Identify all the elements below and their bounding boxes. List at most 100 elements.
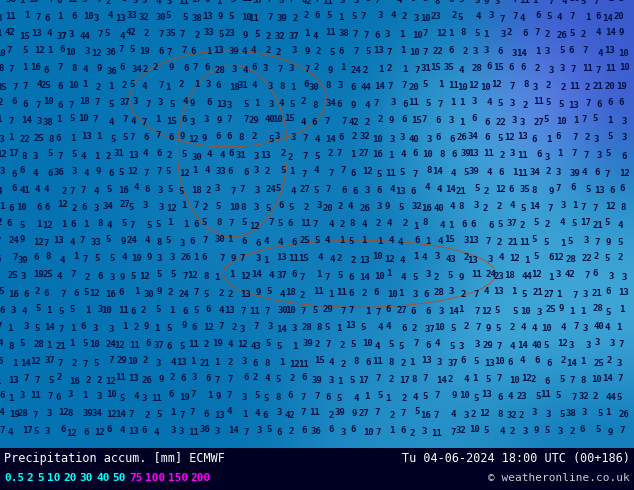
Text: 14: 14: [373, 82, 384, 91]
Text: 12: 12: [236, 340, 247, 349]
Text: 2: 2: [166, 151, 172, 160]
Text: 1: 1: [573, 116, 578, 125]
Text: 5: 5: [169, 100, 174, 109]
Text: 2: 2: [204, 340, 209, 349]
Text: 6: 6: [203, 410, 208, 419]
Text: 5: 5: [543, 115, 548, 123]
Text: 5: 5: [425, 99, 430, 108]
Text: 1: 1: [388, 151, 393, 160]
Text: 12: 12: [203, 323, 214, 332]
Text: 6: 6: [0, 392, 4, 400]
Text: 4: 4: [487, 168, 492, 177]
Text: 7: 7: [534, 28, 540, 37]
Text: 2: 2: [531, 375, 536, 384]
Text: 7: 7: [227, 374, 233, 384]
Text: 2: 2: [86, 376, 91, 385]
Text: 5: 5: [131, 272, 136, 281]
Text: 42: 42: [565, 270, 576, 279]
Text: 1: 1: [183, 220, 188, 229]
Text: 1: 1: [280, 358, 285, 367]
Text: 12: 12: [42, 221, 53, 230]
Text: 2: 2: [609, 0, 614, 3]
Text: 4: 4: [557, 13, 562, 22]
Text: 13: 13: [481, 391, 491, 399]
Text: 10: 10: [412, 30, 423, 40]
Text: 5: 5: [22, 47, 27, 55]
Text: 39: 39: [334, 408, 345, 417]
Text: 2: 2: [387, 64, 392, 74]
Text: 5: 5: [607, 132, 613, 141]
Text: 7: 7: [619, 340, 624, 349]
Text: 14: 14: [115, 410, 126, 419]
Text: 7: 7: [202, 236, 207, 245]
Text: 1: 1: [459, 118, 464, 127]
Text: 6: 6: [183, 307, 188, 316]
Text: 4: 4: [280, 291, 285, 299]
Text: 6: 6: [460, 356, 466, 366]
Text: 12: 12: [619, 169, 630, 178]
Text: 13: 13: [240, 290, 250, 299]
Text: 25: 25: [41, 81, 51, 90]
Text: 7: 7: [593, 0, 598, 5]
Text: 5: 5: [266, 339, 271, 348]
Text: 15: 15: [493, 63, 504, 73]
Text: 2: 2: [121, 80, 127, 90]
Text: 6: 6: [351, 83, 356, 92]
Text: 1: 1: [167, 219, 173, 227]
Text: 7: 7: [80, 186, 85, 195]
Text: 3: 3: [545, 410, 550, 419]
Text: 1: 1: [389, 426, 394, 435]
Text: 2: 2: [292, 14, 298, 23]
Text: 1: 1: [557, 149, 562, 158]
Text: 11: 11: [179, 0, 189, 6]
Text: 26: 26: [456, 133, 467, 142]
Text: 11: 11: [471, 270, 481, 279]
Text: 5: 5: [495, 306, 500, 315]
Text: 5: 5: [474, 357, 479, 366]
Text: 37: 37: [56, 32, 67, 41]
Text: 34: 34: [92, 409, 103, 418]
Text: 3: 3: [158, 203, 164, 212]
Text: 23: 23: [224, 29, 235, 38]
Text: 5: 5: [365, 47, 371, 56]
Text: 6: 6: [11, 184, 16, 194]
Text: 3: 3: [475, 340, 480, 349]
Text: 3: 3: [413, 14, 419, 23]
Text: 3: 3: [158, 98, 163, 106]
Text: 1: 1: [399, 30, 404, 39]
Text: 3: 3: [110, 272, 115, 282]
Text: 11: 11: [336, 288, 347, 296]
Text: 11: 11: [533, 98, 544, 106]
Text: 11: 11: [583, 64, 593, 73]
Text: 4: 4: [313, 166, 319, 175]
Text: 7: 7: [23, 374, 29, 383]
Text: 8: 8: [439, 150, 444, 159]
Text: 22: 22: [496, 118, 507, 127]
Text: 6: 6: [12, 98, 17, 106]
Text: 2: 2: [569, 427, 574, 436]
Text: 7: 7: [58, 325, 63, 334]
Text: 6: 6: [55, 393, 61, 402]
Text: 5: 5: [348, 237, 354, 246]
Text: 7: 7: [158, 81, 164, 90]
Text: 18: 18: [229, 83, 240, 92]
Text: 8: 8: [276, 393, 281, 402]
Text: 10: 10: [127, 357, 138, 366]
Text: 40: 40: [531, 341, 542, 350]
Text: 12: 12: [67, 0, 78, 4]
Text: 5: 5: [449, 343, 455, 351]
Text: 7: 7: [437, 100, 443, 109]
Text: 7: 7: [230, 187, 236, 196]
Text: 5: 5: [180, 342, 185, 351]
Text: 3: 3: [179, 239, 184, 247]
Text: 5: 5: [110, 135, 115, 144]
Text: 10: 10: [89, 340, 100, 349]
Text: 4: 4: [399, 256, 405, 265]
Text: 2: 2: [205, 186, 210, 195]
Text: 2: 2: [304, 11, 309, 20]
Text: 6: 6: [619, 185, 624, 194]
Text: 10: 10: [372, 135, 382, 144]
Text: 9: 9: [143, 322, 149, 331]
Text: 11: 11: [300, 219, 311, 228]
Text: 4: 4: [143, 149, 148, 158]
